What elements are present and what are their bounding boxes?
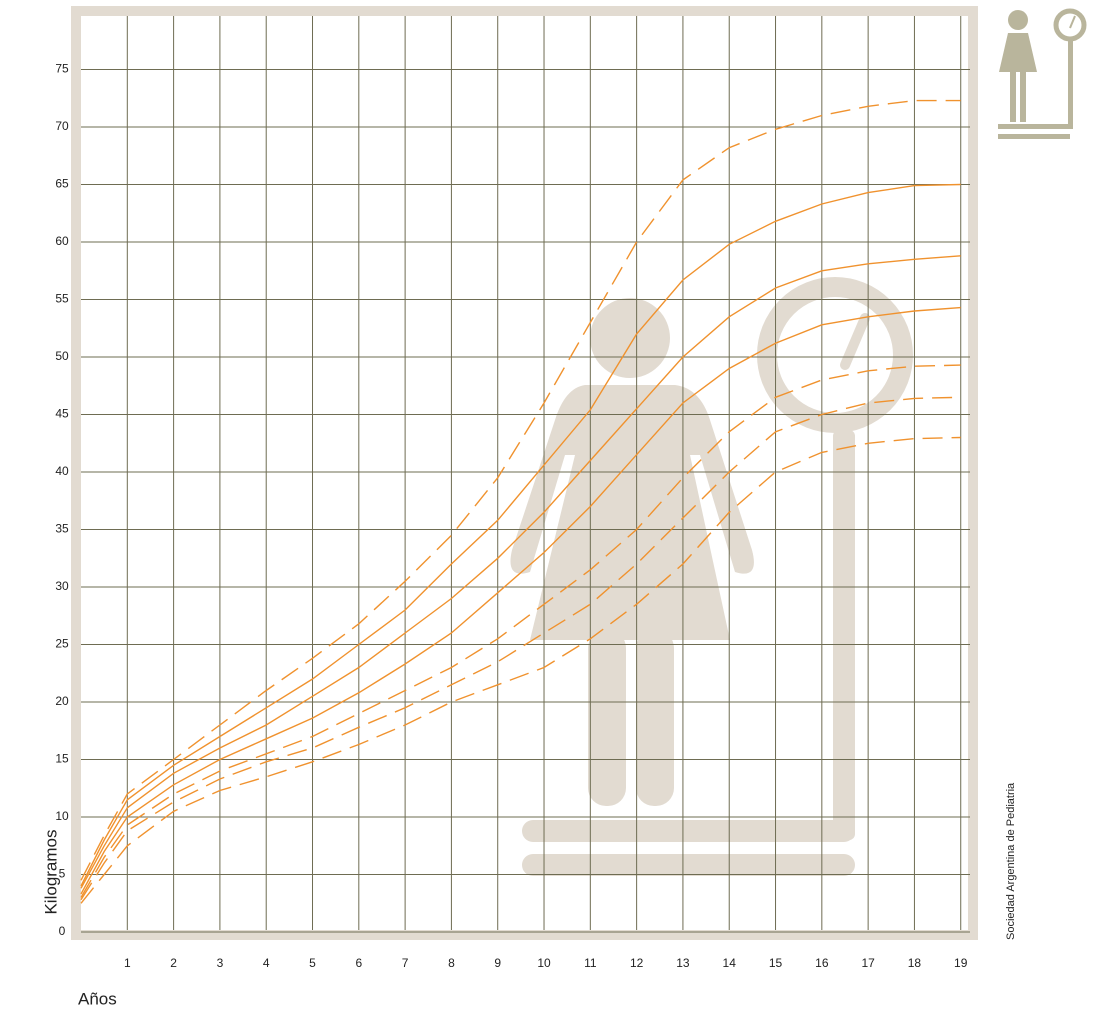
x-tick-label: 5 (309, 956, 316, 970)
y-tick-label: 25 (55, 637, 69, 651)
y-tick-label: 5 (59, 867, 66, 881)
y-tick-label: 0 (59, 924, 66, 938)
x-tick-label: 16 (815, 956, 829, 970)
growth-curve (80, 99, 961, 881)
x-tick-label: 13 (676, 956, 690, 970)
curves (80, 99, 961, 904)
x-tick-label: 17 (861, 956, 875, 970)
y-tick-label: 70 (55, 119, 69, 133)
y-tick-label: 20 (55, 694, 69, 708)
y-axis-label: Kilogramos (41, 829, 60, 914)
logo (998, 8, 1087, 139)
y-tick-label: 75 (55, 62, 69, 76)
x-tick-label: 15 (769, 956, 783, 970)
y-tick-label: 60 (55, 234, 69, 248)
x-tick-label: 10 (537, 956, 551, 970)
y-tick-label: 30 (55, 579, 69, 593)
growth-curve (80, 306, 961, 895)
x-tick-label: 9 (494, 956, 501, 970)
x-axis-label: Años (78, 989, 117, 1008)
x-tick-label: 18 (908, 956, 922, 970)
y-tick-label: 15 (55, 752, 69, 766)
y-tick-label: 40 (55, 464, 69, 478)
x-tick-label: 12 (630, 956, 644, 970)
x-tick-label: 1 (124, 956, 131, 970)
x-tick-label: 4 (263, 956, 270, 970)
y-tick-label: 35 (55, 522, 69, 536)
x-tick-label: 19 (954, 956, 968, 970)
x-tick-label: 8 (448, 956, 455, 970)
plot-frame (71, 6, 978, 940)
growth-curve (80, 396, 961, 901)
x-tick-label: 7 (402, 956, 409, 970)
source: Sociedad Argentina de Pediatria (1005, 782, 1017, 940)
growth-curve (80, 183, 961, 887)
x-tick-label: 3 (217, 956, 224, 970)
x-tick-label: 11 (584, 956, 597, 970)
y-tick-label: 55 (55, 292, 69, 306)
growth-curve (80, 436, 961, 904)
y-tick-label: 65 (55, 177, 69, 191)
grid (81, 16, 970, 933)
x-tick-label: 2 (170, 956, 177, 970)
y-tick-label: 50 (55, 349, 69, 363)
y-tick-label: 10 (55, 809, 69, 823)
growth-curve (80, 255, 961, 889)
x-tick-label: 14 (723, 956, 737, 970)
x-tick-label: 6 (355, 956, 362, 970)
growth-curve (80, 364, 961, 898)
y-tick-label: 45 (55, 407, 69, 421)
